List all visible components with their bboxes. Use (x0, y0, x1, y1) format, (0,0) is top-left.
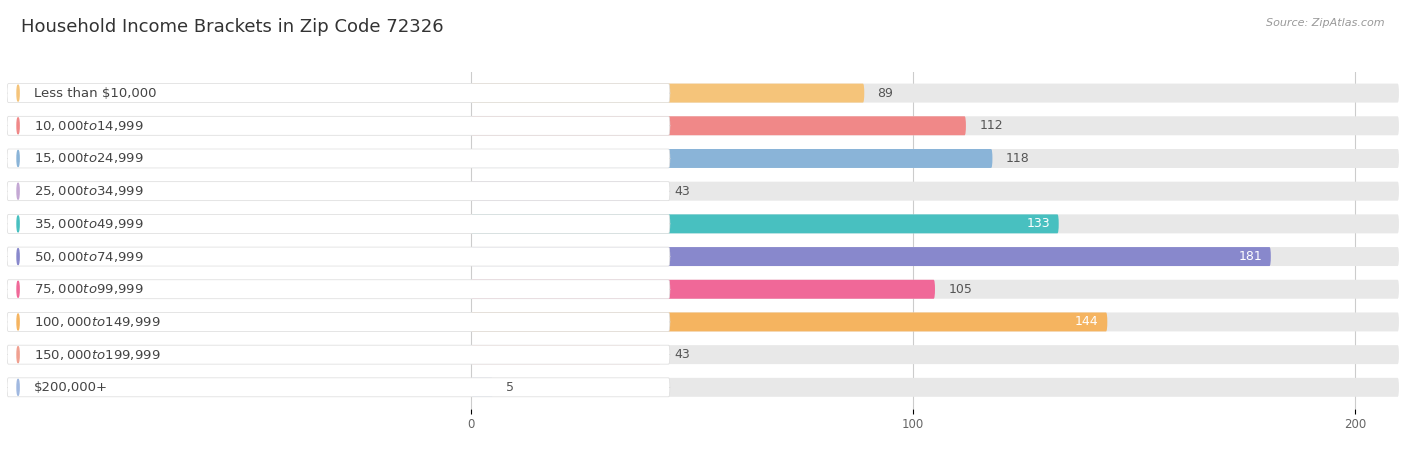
Text: Less than $10,000: Less than $10,000 (34, 87, 156, 100)
Text: 5: 5 (506, 381, 515, 394)
FancyBboxPatch shape (7, 247, 1399, 266)
Text: 181: 181 (1239, 250, 1263, 263)
FancyBboxPatch shape (471, 313, 1108, 331)
Circle shape (17, 85, 20, 101)
Text: $200,000+: $200,000+ (34, 381, 107, 394)
Text: $50,000 to $74,999: $50,000 to $74,999 (34, 250, 143, 264)
FancyBboxPatch shape (7, 84, 669, 102)
FancyBboxPatch shape (7, 378, 669, 397)
FancyBboxPatch shape (7, 280, 1399, 299)
Text: 144: 144 (1074, 316, 1098, 329)
FancyBboxPatch shape (7, 116, 1399, 135)
Text: $25,000 to $34,999: $25,000 to $34,999 (34, 184, 143, 198)
FancyBboxPatch shape (7, 214, 669, 233)
Text: 43: 43 (675, 348, 690, 361)
FancyBboxPatch shape (7, 84, 1399, 102)
FancyBboxPatch shape (7, 378, 1399, 397)
FancyBboxPatch shape (471, 182, 661, 201)
FancyBboxPatch shape (471, 116, 966, 135)
Circle shape (17, 118, 20, 134)
Circle shape (17, 183, 20, 199)
FancyBboxPatch shape (471, 280, 935, 299)
Text: 89: 89 (877, 87, 893, 100)
FancyBboxPatch shape (7, 247, 669, 266)
FancyBboxPatch shape (471, 247, 1271, 266)
FancyBboxPatch shape (7, 182, 669, 201)
Text: $10,000 to $14,999: $10,000 to $14,999 (34, 119, 143, 133)
Text: $35,000 to $49,999: $35,000 to $49,999 (34, 217, 143, 231)
FancyBboxPatch shape (7, 214, 1399, 233)
FancyBboxPatch shape (7, 116, 669, 135)
FancyBboxPatch shape (471, 214, 1059, 233)
Circle shape (17, 379, 20, 395)
FancyBboxPatch shape (471, 345, 661, 364)
Text: $15,000 to $24,999: $15,000 to $24,999 (34, 151, 143, 166)
FancyBboxPatch shape (7, 182, 1399, 201)
Circle shape (17, 150, 20, 167)
Text: 118: 118 (1005, 152, 1029, 165)
Text: Source: ZipAtlas.com: Source: ZipAtlas.com (1267, 18, 1385, 28)
FancyBboxPatch shape (7, 280, 669, 299)
Circle shape (17, 314, 20, 330)
Circle shape (17, 347, 20, 363)
Text: 43: 43 (675, 185, 690, 198)
FancyBboxPatch shape (7, 149, 669, 168)
Circle shape (17, 281, 20, 297)
Circle shape (17, 216, 20, 232)
FancyBboxPatch shape (7, 149, 1399, 168)
FancyBboxPatch shape (7, 345, 669, 364)
FancyBboxPatch shape (7, 313, 1399, 331)
FancyBboxPatch shape (471, 149, 993, 168)
FancyBboxPatch shape (471, 84, 865, 102)
FancyBboxPatch shape (471, 378, 494, 397)
Text: $150,000 to $199,999: $150,000 to $199,999 (34, 348, 160, 361)
Circle shape (17, 249, 20, 264)
Text: 105: 105 (948, 283, 972, 296)
FancyBboxPatch shape (7, 313, 669, 331)
FancyBboxPatch shape (7, 345, 1399, 364)
Text: Household Income Brackets in Zip Code 72326: Household Income Brackets in Zip Code 72… (21, 18, 444, 36)
Text: 112: 112 (979, 119, 1002, 132)
Text: $75,000 to $99,999: $75,000 to $99,999 (34, 282, 143, 296)
Text: 133: 133 (1026, 217, 1050, 230)
Text: $100,000 to $149,999: $100,000 to $149,999 (34, 315, 160, 329)
